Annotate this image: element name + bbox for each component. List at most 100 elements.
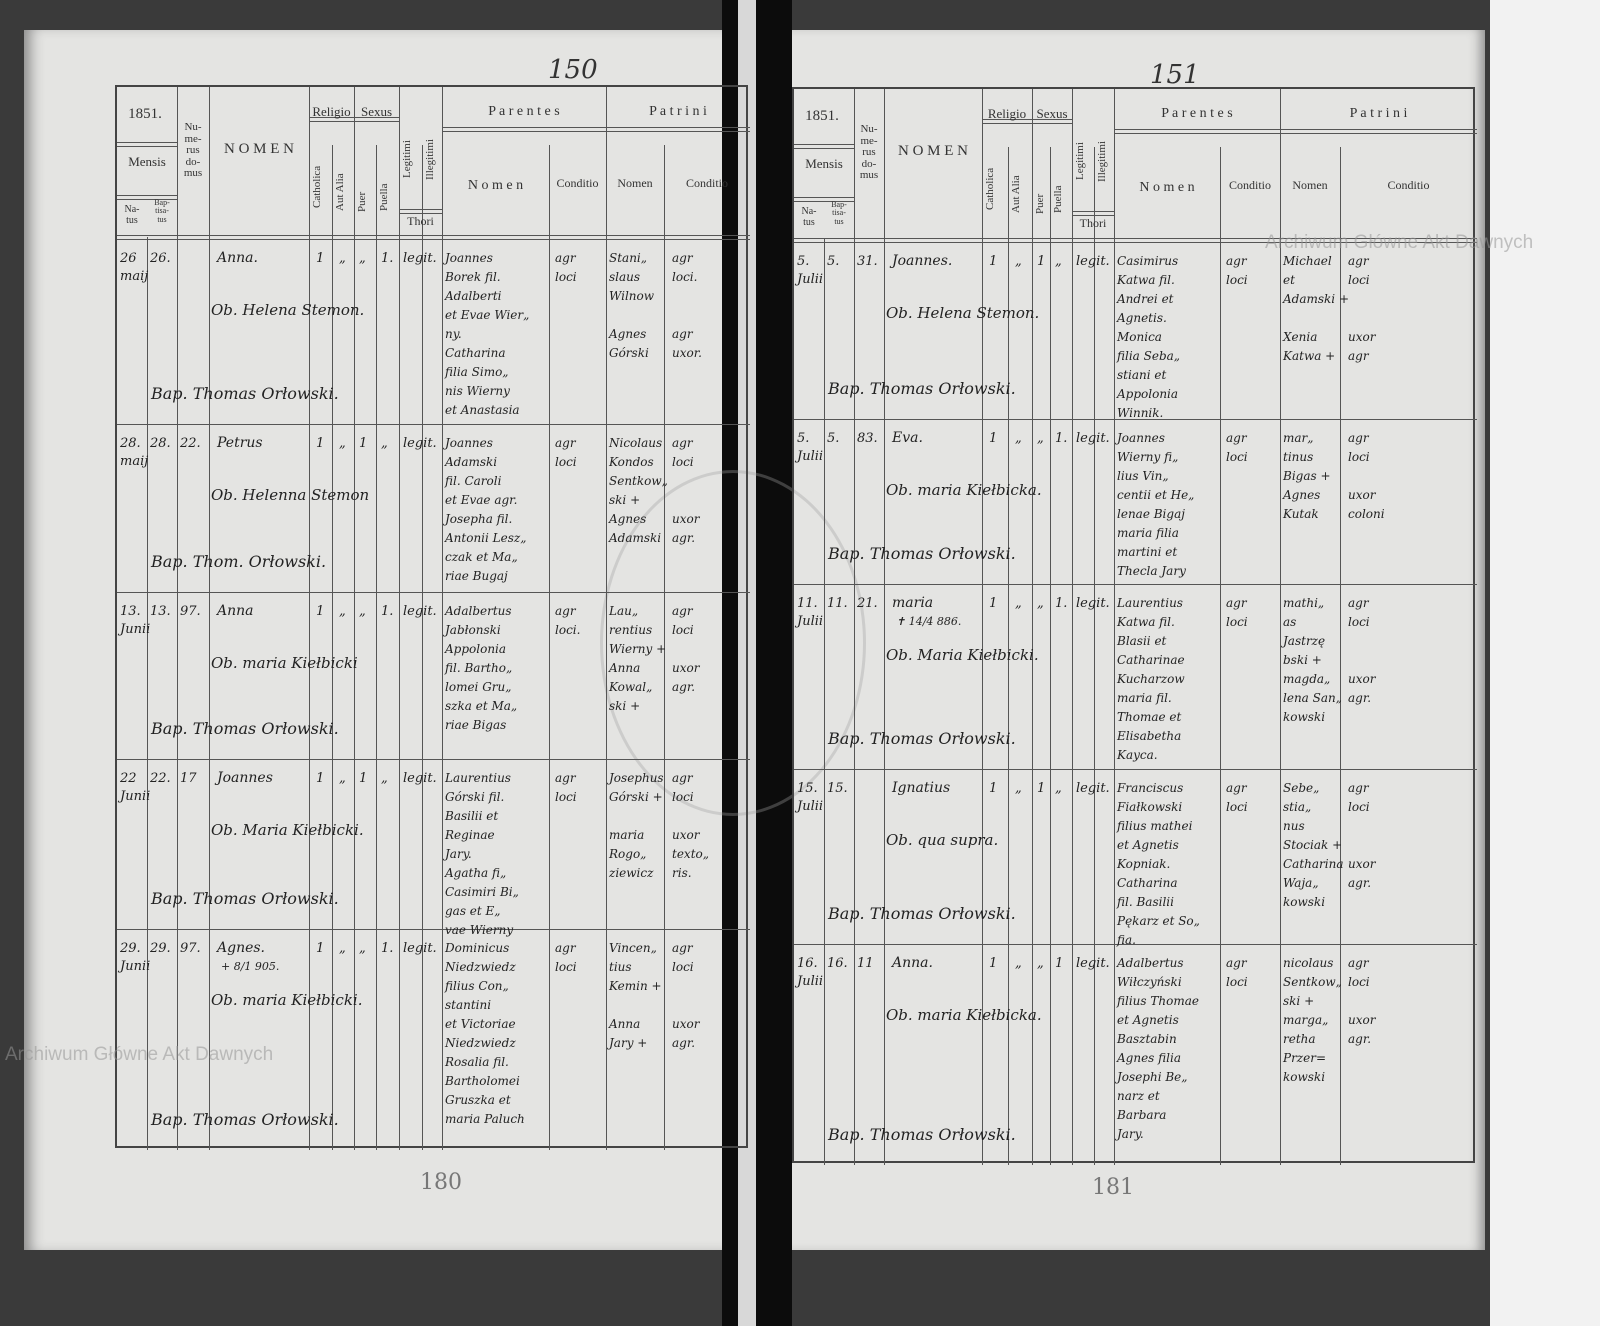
- column-rule: [1050, 147, 1051, 1165]
- godparents-names: Nicolaus Kondos Sentkow„ ski + Agnes Ada…: [609, 436, 668, 545]
- natus-day: 29.: [120, 941, 141, 956]
- natus-day: 5.: [797, 254, 810, 269]
- baptisatus-day: 5.: [827, 254, 840, 269]
- baptisatus-day: 16.: [827, 956, 848, 971]
- header-nomen: N O M E N: [898, 143, 968, 159]
- column-rule: [177, 87, 178, 1150]
- obstetrix: Ob. maria Kiełbicka.: [886, 1006, 1042, 1024]
- thori-legitimi: legit.: [403, 604, 437, 619]
- column-rule: [824, 239, 825, 1165]
- natus-day: 16.: [797, 956, 818, 971]
- religio-aut-alia: „: [1015, 956, 1022, 971]
- column-rule: [442, 87, 443, 1150]
- column-rule: [1220, 147, 1221, 1165]
- column-rule: [1114, 89, 1115, 1165]
- header-patrini-conditio: Conditio: [1387, 178, 1430, 192]
- header-aut-alia: Aut Alia: [1010, 175, 1022, 213]
- sexus-puella: 1.: [1055, 596, 1068, 611]
- sexus-puella: 1.: [381, 941, 394, 956]
- header-catholica: Catholica: [311, 165, 323, 209]
- header-catholica: Catholica: [984, 167, 996, 211]
- parents-conditio: agr loci: [555, 771, 577, 804]
- religio-catholica: 1: [989, 956, 998, 971]
- child-name: Ignatius: [892, 780, 951, 796]
- godparents-names: Michael et Adamski + Xenia Katwa +: [1283, 254, 1350, 363]
- header-parentes-nomen: N o m e n: [1139, 180, 1195, 195]
- sexus-puella: „: [1055, 781, 1062, 796]
- column-rule: [354, 87, 355, 1150]
- obstetrix: Ob. qua supra.: [886, 831, 999, 849]
- house-number: 21.: [857, 596, 878, 611]
- header-rule: [982, 119, 1072, 124]
- house-number: 31.: [857, 254, 878, 269]
- header-puella: Puella: [1052, 185, 1064, 213]
- column-rule: [209, 87, 210, 1150]
- religio-catholica: 1: [316, 604, 325, 619]
- month: Junii: [120, 789, 151, 804]
- parents-conditio: agr loci: [1226, 596, 1248, 629]
- religio-catholica: 1: [316, 436, 325, 451]
- month: Julii: [797, 614, 824, 629]
- column-rule: [664, 145, 665, 1150]
- obstetrix: Ob. Maria Kiełbicki.: [886, 646, 1039, 664]
- obstetrix: Ob. maria Kiełbicki: [211, 654, 358, 672]
- godparents-conditio: agr loci uxor texto„ ris.: [672, 771, 709, 880]
- header-rule: [1072, 211, 1114, 216]
- religio-catholica: 1: [989, 596, 998, 611]
- header-rule: [117, 142, 177, 147]
- religio-aut-alia: „: [1015, 254, 1022, 269]
- house-number: 83.: [857, 431, 878, 446]
- thori-legitimi: legit.: [403, 771, 437, 786]
- thori-legitimi: legit.: [1076, 596, 1110, 611]
- natus-day: 22: [120, 771, 137, 786]
- religio-catholica: 1: [989, 254, 998, 269]
- godparents-names: mathi„ as Jastrzę bski + magda„ lena San…: [1283, 596, 1342, 724]
- baptizans: Bap. Thomas Orłowski.: [151, 889, 339, 908]
- header-natus: Na- tus: [801, 206, 817, 228]
- baptizans: Bap. Thomas Orłowski.: [828, 379, 1016, 398]
- header-baptisatus: Bap- tisa- tus: [154, 198, 170, 224]
- header-numerus-domus: Nu- me- rus do- mus: [859, 123, 879, 182]
- header-patrini-nomen: Nomen: [617, 176, 653, 190]
- natus-day: 13.: [120, 604, 141, 619]
- header-patrini-conditio: Conditio: [685, 176, 728, 190]
- baptisatus-day: 15.: [827, 781, 848, 796]
- month: Julii: [797, 272, 824, 287]
- godparents-conditio: agr loci uxor agr.: [1348, 596, 1376, 705]
- column-rule: [1032, 89, 1033, 1165]
- header-nomen: N O M E N: [224, 141, 294, 157]
- right-page: [780, 30, 1485, 1250]
- header-parentes: P a r e n t e s: [488, 104, 560, 119]
- godparents-names: Josephus Górski + maria Rogo„ ziewicz: [609, 771, 664, 880]
- house-number: 11: [857, 956, 874, 971]
- month: maij: [120, 269, 149, 284]
- header-rule: [794, 197, 854, 202]
- header-thori: Thori: [407, 214, 434, 228]
- baptizans: Bap. Thomas Orłowski.: [828, 544, 1016, 563]
- header-legitimi: Legitimi: [1074, 142, 1086, 181]
- header-sexus: Sexus: [360, 104, 393, 119]
- sexus-puer: 1: [359, 771, 368, 786]
- header-religio: Religio: [987, 106, 1027, 121]
- row-rule: [794, 944, 1477, 945]
- sexus-puer: „: [359, 604, 366, 619]
- header-illegitimi: Illegitimi: [1096, 141, 1108, 182]
- sexus-puella: „: [381, 771, 388, 786]
- sexus-puella: 1: [1055, 956, 1064, 971]
- godparents-conditio: agr loci uxor agr.: [672, 941, 700, 1050]
- religio-aut-alia: „: [1015, 781, 1022, 796]
- baptizans: Bap. Thomas Orłowski.: [828, 904, 1016, 923]
- child-name: maria: [892, 595, 934, 611]
- sexus-puer: 1: [1037, 254, 1046, 269]
- obstetrix: Ob. maria Kiełbicka.: [886, 481, 1042, 499]
- header-rule: [117, 235, 750, 240]
- header-puer: Puer: [1034, 193, 1046, 215]
- godparents-names: Stani„ slaus Wilnow Agnes Górski: [609, 251, 655, 360]
- column-rule: [854, 89, 855, 1165]
- religio-aut-alia: „: [1015, 596, 1022, 611]
- godparents-conditio: agr loci uxor agr.: [672, 604, 700, 694]
- thori-legitimi: legit.: [403, 251, 437, 266]
- godparents-names: mar„ tinus Bigas + Agnes Kutak: [1283, 431, 1331, 521]
- column-rule: [422, 145, 423, 1150]
- parents-names: Franciscus Fiałkowski filius mathei et A…: [1117, 781, 1200, 947]
